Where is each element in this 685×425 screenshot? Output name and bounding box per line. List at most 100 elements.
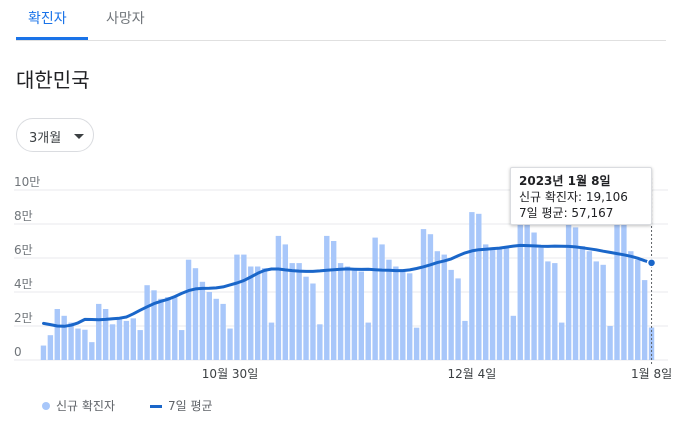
- bar: [393, 266, 399, 360]
- bar: [372, 237, 378, 360]
- bar: [628, 251, 634, 360]
- bar: [144, 285, 150, 360]
- line-series-7day-average: [42, 243, 653, 328]
- bar: [123, 320, 130, 360]
- range-dropdown-label: 3개월: [29, 131, 62, 146]
- hover-point: [646, 258, 657, 268]
- bar: [213, 298, 219, 360]
- caret-down-icon: [74, 134, 84, 139]
- bar: [68, 322, 74, 360]
- bar: [289, 263, 295, 360]
- cases-chart[interactable]: 0 2만 4만 6만 8만 10만 10월 30일 12월 4일 1월 8일: [0, 170, 685, 385]
- bar: [102, 309, 109, 360]
- bar: [469, 212, 475, 360]
- bar: [337, 263, 344, 360]
- bar: [61, 315, 67, 360]
- bar: [137, 330, 143, 360]
- tooltip-date: 2023년 1월 8일: [519, 174, 611, 188]
- bar: [517, 215, 523, 360]
- bar: [496, 247, 503, 360]
- range-dropdown[interactable]: 3개월: [16, 118, 94, 152]
- bar: [379, 244, 385, 360]
- bar: [572, 227, 579, 360]
- bar: [579, 246, 586, 360]
- bar: [565, 224, 572, 360]
- bar: [40, 345, 47, 360]
- bar: [621, 220, 627, 360]
- bar: [172, 297, 178, 360]
- legend-label-7day-average: 7일 평균: [168, 399, 213, 413]
- bar: [330, 241, 337, 360]
- bar: [178, 330, 185, 360]
- bar: [158, 298, 164, 360]
- bar: [559, 322, 565, 360]
- bar: [413, 327, 420, 360]
- bar: [386, 259, 392, 360]
- bar: [324, 235, 330, 360]
- bar: [234, 254, 240, 360]
- bar: [130, 318, 136, 360]
- bar: [47, 335, 54, 360]
- bar: [358, 271, 365, 360]
- bar: [586, 251, 593, 360]
- bar: [365, 322, 371, 360]
- bar: [531, 232, 537, 360]
- x-tick-label: 1월 8일: [631, 367, 672, 381]
- bar: [441, 254, 447, 360]
- tab-confirmed-cases[interactable]: 확진자: [28, 11, 67, 27]
- bar: [116, 318, 123, 360]
- bar: [317, 324, 323, 360]
- y-tick-label: 0: [14, 345, 22, 359]
- tab-bar: 확진자 사망자: [16, 0, 666, 41]
- bar: [96, 303, 102, 360]
- bar: [192, 268, 199, 360]
- bar: [282, 244, 289, 360]
- bar: [310, 283, 316, 360]
- bar: [448, 269, 454, 360]
- x-tick-label: 10월 30일: [202, 367, 258, 381]
- tooltip-new-cases: 신규 확진자: 19,106: [519, 190, 628, 204]
- bar: [165, 297, 171, 360]
- bar: [351, 268, 358, 360]
- bar: [82, 329, 88, 360]
- chart-tooltip: 2023년 1월 8일 신규 확진자: 19,106 7일 평균: 57,167: [510, 167, 652, 225]
- bar: [75, 328, 81, 360]
- bar: [545, 261, 551, 360]
- bar: [641, 280, 648, 360]
- bar: [227, 328, 233, 360]
- bar: [434, 251, 441, 360]
- bar: [185, 259, 192, 360]
- bar: [462, 320, 468, 360]
- legend-dot-icon: [42, 402, 50, 410]
- y-tick-label: 2만: [14, 311, 33, 325]
- bar: [275, 235, 282, 360]
- bar: [503, 247, 510, 360]
- bar: [524, 217, 530, 360]
- bar: [614, 217, 620, 360]
- bar: [296, 263, 302, 360]
- tab-deaths[interactable]: 사망자: [106, 11, 145, 27]
- bar: [54, 309, 60, 360]
- bar: [552, 263, 558, 360]
- bar: [406, 273, 413, 360]
- bar: [510, 315, 517, 360]
- bar: [420, 229, 427, 360]
- bar: [489, 247, 496, 360]
- bar: [151, 290, 157, 360]
- y-tick-label: 4만: [14, 277, 33, 291]
- bar: [199, 281, 206, 360]
- bar: [261, 268, 268, 360]
- bar: [635, 259, 641, 360]
- y-tick-label: 8만: [14, 209, 33, 223]
- bar: [344, 266, 351, 360]
- bar: [220, 303, 226, 360]
- bar: [400, 271, 406, 360]
- tooltip-7day-average: 7일 평균: 57,167: [519, 206, 614, 220]
- legend-label-new-cases: 신규 확진자: [56, 399, 116, 413]
- bar: [248, 266, 254, 360]
- bar: [303, 276, 309, 360]
- y-tick-label: 6만: [14, 243, 33, 257]
- bar: [476, 213, 482, 360]
- bar: [254, 266, 261, 360]
- bar: [483, 244, 489, 360]
